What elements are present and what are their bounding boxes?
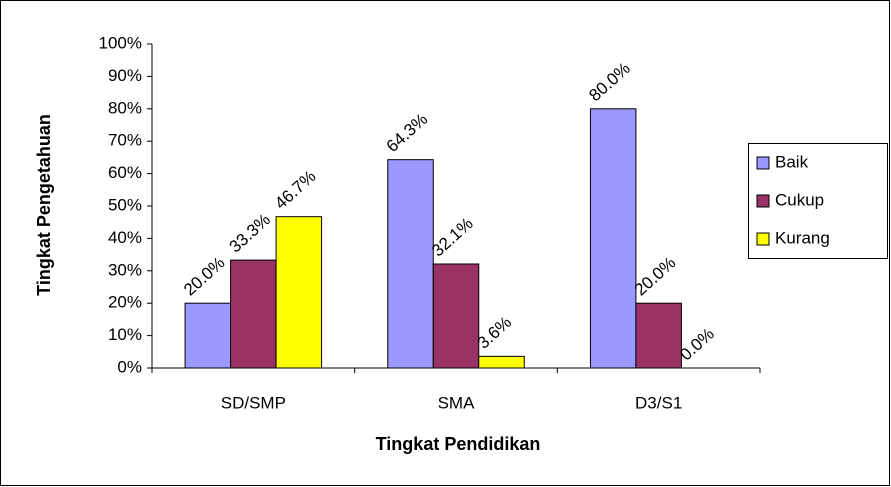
y-tick-label: 80% — [108, 98, 142, 117]
y-tick-label: 0% — [117, 357, 142, 376]
x-tick-label: SMA — [438, 393, 476, 412]
bar — [635, 302, 682, 369]
legend-swatch — [756, 232, 770, 246]
bar — [275, 216, 323, 369]
legend-label: Kurang — [775, 228, 830, 247]
legend-swatch — [756, 156, 770, 170]
x-axis-title: Tingkat Pendidikan — [376, 434, 541, 454]
legend-label: Baik — [775, 152, 809, 171]
y-axis-title: Tingkat Pengetahuan — [34, 114, 54, 296]
y-tick-label: 10% — [108, 325, 142, 344]
legend-swatch — [756, 194, 770, 208]
bar — [432, 263, 480, 369]
bar — [478, 355, 525, 369]
bar — [589, 108, 637, 369]
y-tick-label: 40% — [108, 228, 142, 247]
y-tick-label: 90% — [108, 66, 142, 85]
y-tick-label: 50% — [108, 195, 142, 214]
legend — [748, 143, 888, 259]
bar — [230, 259, 277, 369]
bar — [387, 159, 434, 369]
y-tick-label: 100% — [99, 33, 142, 52]
y-tick-label: 30% — [108, 260, 142, 279]
y-tick-label: 70% — [108, 131, 142, 150]
y-tick-label: 20% — [108, 293, 142, 312]
x-tick-label: D3/S1 — [635, 393, 682, 412]
legend-label: Cukup — [775, 190, 824, 209]
y-tick-label: 60% — [108, 163, 142, 182]
x-tick-label: SD/SMP — [221, 393, 286, 412]
bar — [184, 302, 232, 369]
